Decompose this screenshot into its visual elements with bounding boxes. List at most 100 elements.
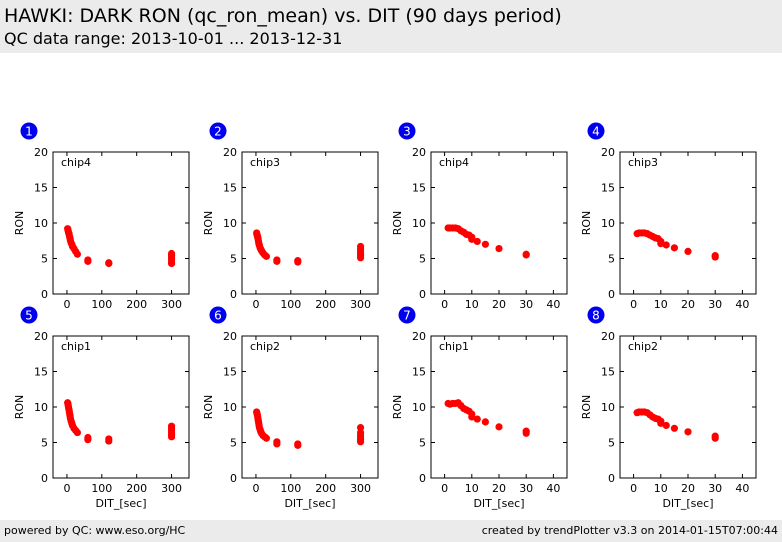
- panel-4-data-point: [662, 241, 670, 249]
- panel-5-x-axis-label: DIT_[sec]: [95, 497, 146, 510]
- panel-3-x-tick-label: 0: [441, 298, 448, 311]
- panel-7-x-axis-label: DIT_[sec]: [473, 497, 524, 510]
- panel-8-y-tick-label: 15: [601, 366, 615, 379]
- panel-1-data-point: [73, 250, 82, 258]
- panel-8-x-axis-label: DIT_[sec]: [662, 497, 713, 510]
- panel-2-data-point: [273, 257, 281, 265]
- panel-8-data-point: [670, 424, 679, 432]
- panel-4-plot-frame: [619, 151, 757, 295]
- panel-8-x-tick-label: 30: [708, 482, 722, 495]
- panel-6-y-axis-label: RON: [202, 395, 215, 420]
- panel-8-badge-number: 8: [592, 309, 600, 323]
- panel-6-chip-annotation: chip2: [250, 340, 280, 353]
- panel-1-x-tick-label: 0: [63, 298, 70, 311]
- panel-7-data-point: [481, 418, 489, 426]
- panel-6-y-tick-label: 10: [223, 401, 237, 414]
- panel-6-y-tick-label: 5: [230, 437, 237, 450]
- panel-7-y-tick-label: 15: [412, 366, 426, 379]
- panel-2-y-axis-label: RON: [202, 211, 215, 236]
- panel-4-y-tick-label: 10: [601, 217, 615, 230]
- panel-4-x-tick-label: 40: [735, 298, 749, 311]
- panel-2-data-point: [262, 252, 271, 260]
- panel-4-y-tick-label: 0: [608, 288, 615, 301]
- panel-2-y-tick-label: 0: [230, 288, 237, 301]
- panel-6-plot-frame: [241, 335, 379, 479]
- panel-4-y-axis-label: RON: [580, 211, 593, 236]
- page-title: HAWKI: DARK RON (qc_ron_mean) vs. DIT (9…: [4, 5, 562, 27]
- panel-2-data-point: [356, 254, 365, 262]
- panel-4-x-tick-label: 30: [708, 298, 722, 311]
- panel-2-y-tick-label: 20: [223, 146, 237, 159]
- footer-bar: powered by QC: www.eso.org/HC created by…: [0, 520, 782, 542]
- panel-1-badge-circle: [20, 122, 38, 140]
- panel-7-data-point: [495, 423, 503, 431]
- panel-6-badge-circle: [209, 306, 227, 324]
- panel-2-data-point: [294, 258, 302, 266]
- panel-8-data-point: [711, 434, 719, 442]
- panel-3-data-point: [495, 244, 503, 253]
- panel-7-data-point: [522, 429, 530, 437]
- panel-1-data-point: [105, 259, 113, 268]
- panel-1-chip-annotation: chip4: [61, 156, 91, 169]
- panel-5-x-tick-label: 100: [91, 482, 112, 495]
- panel-1-x-tick-label: 200: [126, 298, 147, 311]
- panel-8-y-tick-label: 0: [608, 472, 615, 485]
- footer-created-by: created by trendPlotter v3.3 on 2014-01-…: [481, 524, 778, 537]
- panel-1-data-point: [167, 259, 176, 268]
- panel-1-y-tick-label: 10: [34, 217, 48, 230]
- panel-7-x-tick-label: 0: [441, 482, 448, 495]
- panel-3-x-tick-label: 10: [465, 298, 479, 311]
- panel-3-y-tick-label: 5: [419, 253, 426, 266]
- panel-5-x-tick-label: 0: [63, 482, 70, 495]
- panel-4-data-point: [657, 239, 665, 248]
- panel-2-x-tick-label: 200: [315, 298, 336, 311]
- panel-6-badge-number: 6: [214, 309, 222, 323]
- panel-2-badge-circle: [209, 122, 227, 140]
- panel-2-plot-frame: [241, 151, 379, 295]
- panel-5-x-tick-label: 300: [161, 482, 182, 495]
- panel-7-y-tick-label: 10: [412, 401, 426, 414]
- panel-5-chip-annotation: chip1: [61, 340, 91, 353]
- panel-2-chip-annotation: chip3: [250, 156, 280, 169]
- panel-7-x-tick-label: 20: [492, 482, 506, 495]
- panel-5-badge-circle: [20, 306, 38, 324]
- panel-8-data-point: [662, 421, 670, 430]
- panel-8-data-point: [684, 428, 692, 436]
- panel-1-y-tick-label: 0: [41, 288, 48, 301]
- panel-4-badge-circle: [587, 122, 605, 140]
- panel-6-data-point: [356, 423, 365, 432]
- panel-7-y-tick-label: 5: [419, 437, 426, 450]
- panel-5-y-tick-label: 10: [34, 401, 48, 414]
- panel-1-y-tick-label: 5: [41, 253, 48, 266]
- panel-7-data-point: [473, 415, 481, 423]
- panel-7-y-tick-label: 0: [419, 472, 426, 485]
- panel-5-data-point: [105, 437, 113, 445]
- panel-6-y-tick-label: 15: [223, 366, 237, 379]
- panel-1-plot-frame: [52, 151, 190, 295]
- panel-5-y-tick-label: 20: [34, 330, 48, 343]
- panel-7-badge-circle: [398, 306, 416, 324]
- panel-7-badge-number: 7: [403, 309, 411, 323]
- panel-3-x-tick-label: 20: [492, 298, 506, 311]
- panel-3-x-tick-label: 40: [546, 298, 560, 311]
- panel-7-x-tick-label: 40: [546, 482, 560, 495]
- panel-1-x-tick-label: 100: [91, 298, 112, 311]
- panel-3-plot-frame: [430, 151, 568, 295]
- panel-3-data-point: [473, 237, 481, 246]
- panel-2-y-tick-label: 10: [223, 217, 237, 230]
- panel-5-x-tick-label: 200: [126, 482, 147, 495]
- panel-8-y-axis-label: RON: [580, 395, 593, 420]
- panel-4-x-tick-label: 10: [654, 298, 668, 311]
- panel-6-x-tick-label: 300: [350, 482, 371, 495]
- panel-8-x-tick-label: 40: [735, 482, 749, 495]
- panel-1-y-axis-label: RON: [13, 211, 26, 236]
- panel-3-y-tick-label: 20: [412, 146, 426, 159]
- panel-5-y-tick-label: 0: [41, 472, 48, 485]
- panel-5-badge-number: 5: [25, 309, 33, 323]
- panel-4-y-tick-label: 5: [608, 253, 615, 266]
- panel-2-badge-number: 2: [214, 125, 222, 139]
- panel-8-x-tick-label: 20: [681, 482, 695, 495]
- panel-4-data-point: [684, 247, 692, 255]
- panel-8-chip-annotation: chip2: [628, 340, 658, 353]
